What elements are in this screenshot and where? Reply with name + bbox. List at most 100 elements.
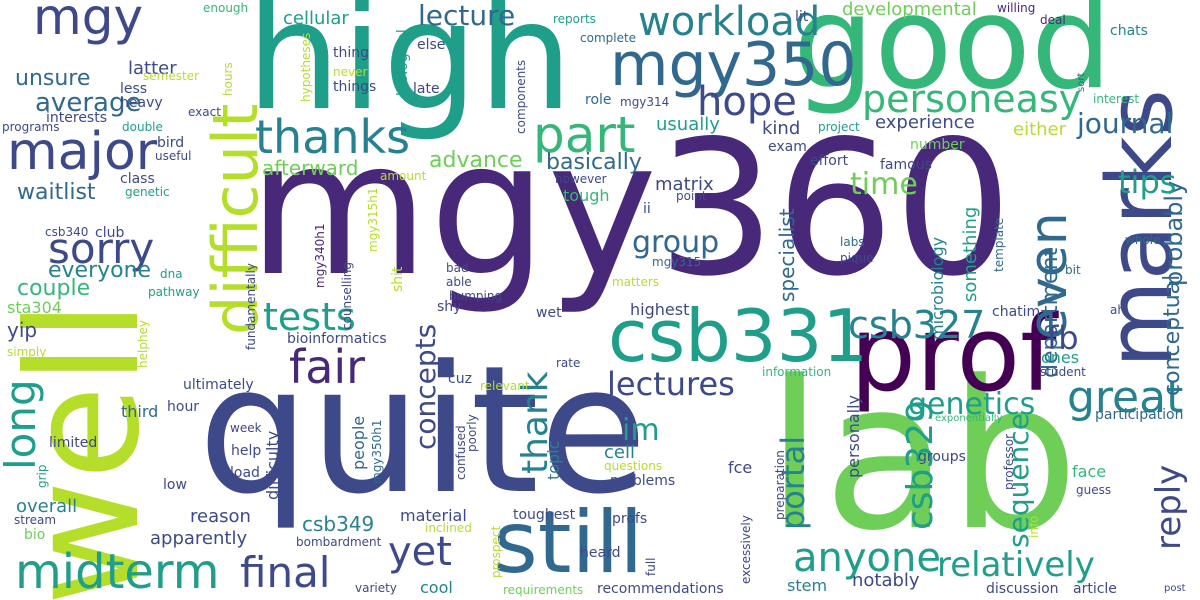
word: club — [95, 225, 125, 241]
word: however — [555, 172, 607, 186]
word: mgy350h1 — [370, 419, 384, 484]
word: part — [533, 106, 636, 164]
word: csb349 — [302, 512, 375, 536]
word: lecture — [418, 0, 516, 32]
word: role — [585, 92, 612, 108]
word: confused — [454, 425, 468, 480]
word: chats — [1110, 23, 1148, 39]
word: fb — [1047, 319, 1079, 357]
word: variety — [355, 581, 397, 595]
word: pathway — [148, 285, 200, 299]
word: hours — [221, 62, 235, 96]
word: advance — [429, 148, 523, 173]
word: bioinformatics — [287, 331, 387, 347]
word: mgy311y1 — [388, 413, 402, 478]
word: relevant — [480, 379, 530, 393]
word: week — [230, 421, 262, 435]
word: csb327 — [848, 303, 986, 347]
word: great — [1067, 372, 1184, 423]
word: useful — [155, 149, 192, 163]
word: exponentially — [935, 413, 1003, 424]
word: mgy315h1 — [366, 187, 380, 252]
word: discussion — [986, 581, 1059, 597]
word: overall — [16, 496, 78, 517]
word: good — [793, 0, 1113, 118]
word: waitlist — [17, 180, 96, 205]
word: fce — [728, 458, 753, 477]
word: simply — [7, 345, 47, 359]
word: experience — [875, 112, 975, 133]
word: matrix — [655, 174, 714, 195]
word: helphey — [136, 319, 150, 368]
word: bird — [157, 135, 185, 151]
word: shit — [390, 266, 406, 292]
word: relatively — [937, 545, 1095, 585]
word: notably — [852, 570, 920, 591]
word: interest — [1093, 92, 1140, 106]
word: tips — [1118, 163, 1177, 201]
word: mgy340h1 — [313, 223, 327, 288]
word: chatim — [992, 304, 1041, 320]
word: article — [1073, 581, 1117, 597]
word: exact — [188, 105, 221, 119]
word: groups — [918, 449, 966, 465]
word: toughest — [513, 507, 576, 523]
word: load — [230, 465, 260, 481]
word: mgy314 — [620, 95, 670, 109]
word: mgy360 — [248, 100, 1013, 317]
word: information — [762, 365, 832, 379]
word: workload — [638, 0, 821, 45]
word: unsure — [15, 66, 91, 91]
word: reports — [553, 12, 596, 26]
word: genetics — [908, 387, 1036, 422]
word: labs — [840, 235, 865, 249]
word: long — [0, 379, 45, 470]
word: complete — [580, 31, 637, 45]
word: genetic — [125, 185, 170, 199]
word: rate — [556, 356, 581, 370]
word: either — [1013, 119, 1067, 140]
word: programs — [2, 120, 60, 134]
word: problems — [610, 473, 676, 489]
word: lit — [795, 9, 809, 25]
word: midterm — [15, 544, 220, 600]
word: point — [676, 189, 707, 203]
word: low — [163, 477, 187, 493]
word: ii — [643, 201, 651, 217]
word: less — [120, 81, 148, 97]
word: tests — [263, 295, 356, 339]
word: ones — [1041, 348, 1080, 367]
word: effort — [810, 153, 849, 169]
word: willing — [997, 1, 1036, 15]
word: highest — [630, 300, 690, 319]
word: still — [493, 493, 644, 593]
word: wet — [536, 305, 562, 321]
word: never — [333, 65, 368, 79]
word: profs — [612, 511, 648, 527]
word: hope — [697, 79, 797, 125]
word: journal — [1077, 107, 1174, 140]
word: full — [644, 557, 658, 577]
word: enough — [203, 1, 249, 15]
word: stem — [787, 576, 828, 595]
word: preparation — [773, 450, 787, 520]
word: heavy — [120, 95, 163, 111]
word: excessively — [739, 515, 753, 584]
word: exam — [768, 139, 807, 155]
word: reason — [190, 506, 251, 527]
word: major — [7, 122, 158, 182]
word: able — [446, 275, 472, 289]
word: deal — [1040, 13, 1066, 27]
word: ah — [1110, 303, 1125, 317]
word: interests — [46, 110, 108, 126]
word: cool — [420, 578, 453, 597]
word: whole — [1125, 233, 1161, 247]
word: developmental — [842, 0, 977, 20]
word: lab — [766, 338, 1079, 576]
word: requirements — [503, 583, 584, 597]
word: else — [417, 37, 446, 53]
word: help — [231, 443, 262, 459]
word: shy — [437, 299, 462, 315]
word: late — [413, 81, 440, 97]
word: couple — [17, 276, 91, 301]
